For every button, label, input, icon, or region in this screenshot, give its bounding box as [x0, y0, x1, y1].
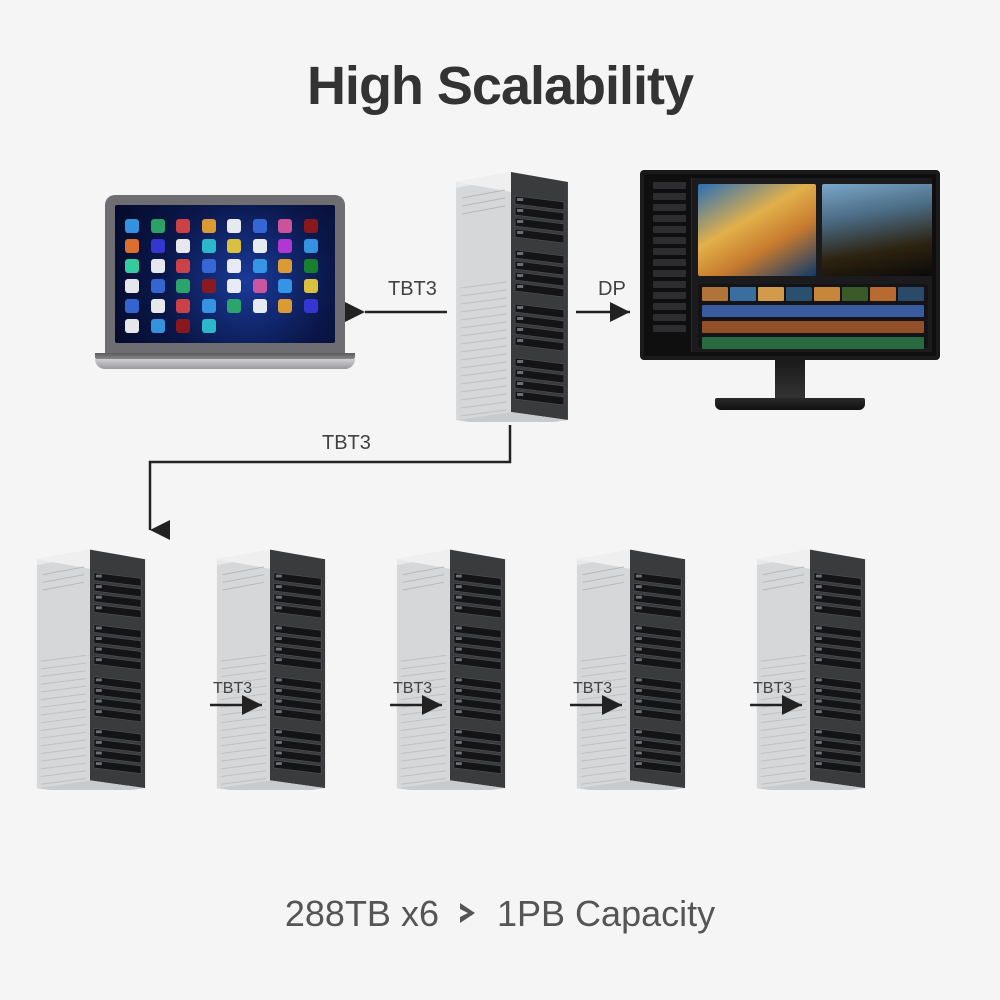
connection-lines — [0, 0, 1000, 1000]
page-title: High Scalability — [0, 55, 1000, 117]
conn-label-chain-0: TBT3 — [213, 680, 252, 698]
storage-tower-main — [450, 162, 572, 422]
storage-tower-1 — [211, 540, 329, 790]
storage-tower-2 — [391, 540, 509, 790]
greater-than-icon — [455, 900, 481, 926]
conn-label-dp: DP — [598, 278, 626, 301]
conn-label-tbt3-left: TBT3 — [388, 278, 437, 301]
storage-tower-3 — [571, 540, 689, 790]
storage-tower-0 — [31, 540, 149, 790]
conn-label-tbt3-down: TBT3 — [322, 432, 371, 455]
conn-label-chain-1: TBT3 — [393, 680, 432, 698]
conn-label-chain-2: TBT3 — [573, 680, 612, 698]
conn-label-chain-3: TBT3 — [753, 680, 792, 698]
footer-right: 1PB Capacity — [497, 893, 715, 934]
laptop-device — [95, 195, 355, 369]
capacity-footer: 288TB x6 1PB Capacity — [0, 893, 1000, 935]
storage-tower-4 — [751, 540, 869, 790]
monitor-device — [640, 170, 940, 410]
footer-left: 288TB x6 — [285, 893, 439, 934]
